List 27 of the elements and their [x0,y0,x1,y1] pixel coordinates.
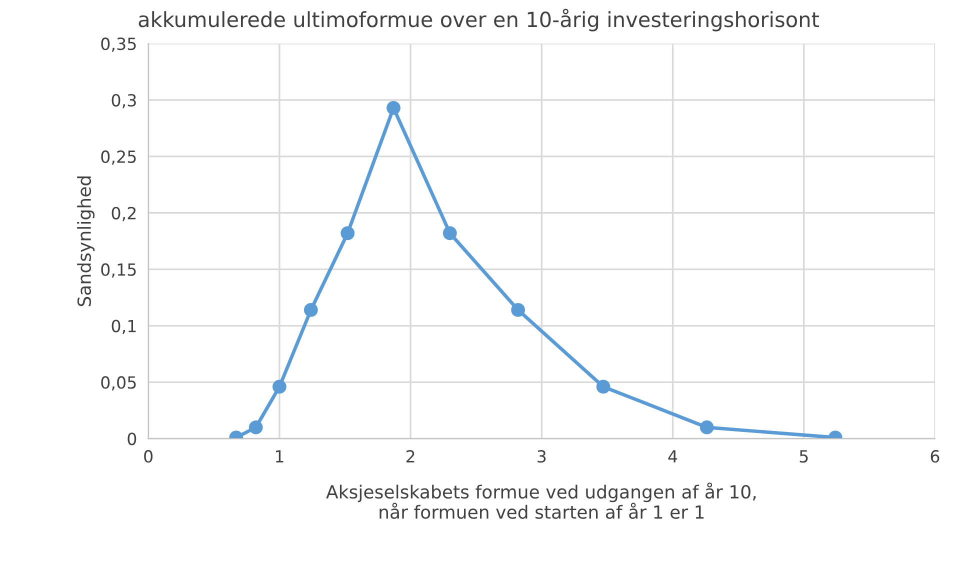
x-tick-label: 0 [144,450,153,463]
x-tick-label: 3 [538,450,546,463]
point [700,420,714,434]
point [304,303,318,317]
point [386,100,400,115]
y-tick-label: 0,15 [101,263,136,278]
y-tick-label: 0,2 [112,206,136,222]
x-axis-title: Aksjeselskabets formue ved udgangen af år 10, når formuen ved starten af år 1 er 1 [326,482,756,519]
point [596,380,610,394]
x-tick-label: 4 [668,450,678,462]
chart-title: akkumulerede ultimoformue over en 10-årig investeringshorisont [138,8,819,32]
point [248,420,263,434]
y-tick-label: 0 [128,432,136,446]
point [272,380,286,394]
y-tick-label: 0,1 [112,320,136,334]
x-tick-label: 2 [406,450,414,462]
point [340,226,355,240]
x-tick-label: 6 [930,450,940,463]
y-axis-title: Sandsynlighed [77,176,95,306]
y-tick-label: 0,35 [101,38,136,52]
y-tick-label: 0,3 [112,94,136,108]
y-tick-label: 0,25 [101,150,136,165]
x-tick-label: 5 [800,450,808,463]
point [511,303,526,317]
y-tick-label: 0,05 [101,376,136,390]
x-tick-label: 1 [276,450,284,462]
point [442,226,457,240]
